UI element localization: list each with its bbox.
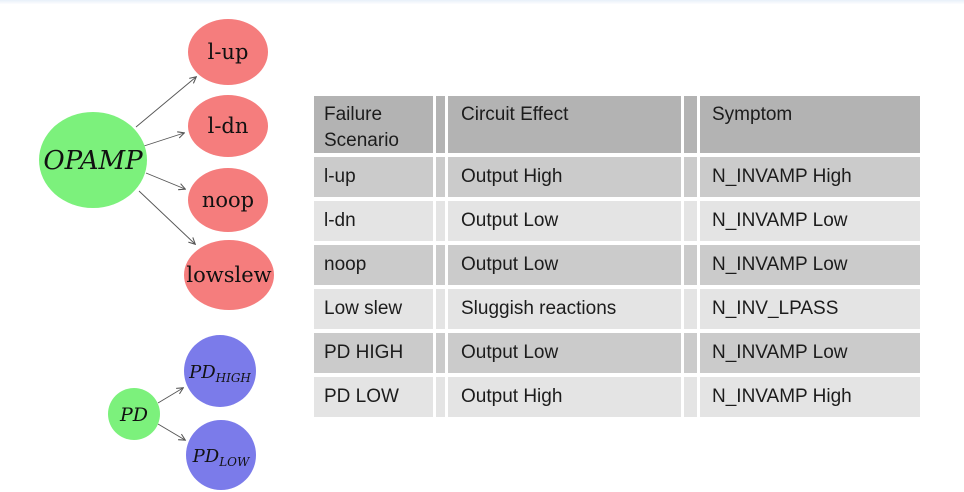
table-cell-symptom: N_INVAMP Low — [700, 245, 920, 285]
table-cell-effect: Output High — [448, 377, 681, 417]
table-cell-spacer — [436, 333, 445, 373]
table-cell-symptom: N_INVAMP Low — [700, 201, 920, 241]
table-cell-spacer — [684, 245, 697, 285]
failure-symptom-table: Failure Scenario Circuit Effect Symptom … — [314, 96, 920, 417]
arrow-opamp-ldn — [143, 133, 184, 147]
table-cell-scenario: noop — [314, 245, 433, 285]
arrow-pd-high — [157, 388, 183, 404]
ldn-node-ellipse — [188, 95, 268, 157]
table-cell-scenario: Low slew — [314, 289, 433, 329]
opamp-node-label: OPAMP — [43, 146, 143, 176]
table-cell-spacer — [436, 157, 445, 197]
table-cell-symptom: N_INVAMP High — [700, 377, 920, 417]
table-header-symptom: Symptom — [700, 96, 920, 153]
pdlow-label-main: PD — [192, 446, 220, 467]
table-cell-effect: Output Low — [448, 201, 681, 241]
pdhigh-label-main: PD — [188, 362, 216, 383]
table-cell-spacer — [684, 201, 697, 241]
table-cell-symptom: N_INVAMP Low — [700, 333, 920, 373]
table-cell-spacer — [684, 157, 697, 197]
table-cell-spacer — [436, 377, 445, 417]
table-header-failure-scenario: Failure Scenario — [314, 96, 433, 153]
table-cell-effect: Output High — [448, 157, 681, 197]
table-cell-spacer — [436, 289, 445, 329]
top-accent-line — [0, 0, 964, 4]
noop-node-ellipse — [188, 168, 268, 232]
pdlow-node-label: PDLOW — [192, 446, 251, 469]
pd-node-label: PD — [119, 404, 148, 426]
lowslew-node-label: lowslew — [186, 263, 271, 287]
pd-arrows — [157, 388, 185, 440]
arrow-opamp-noop — [145, 172, 185, 189]
fault-tree-diagram: OPAMP l-up l-dn noop lowslew PD PDHIGH P… — [39, 19, 274, 490]
table-cell-scenario: PD LOW — [314, 377, 433, 417]
table-header-spacer-1 — [436, 96, 445, 153]
table-cell-effect: Output Low — [448, 245, 681, 285]
table-cell-scenario: l-dn — [314, 201, 433, 241]
table-cell-scenario: PD HIGH — [314, 333, 433, 373]
opamp-node-ellipse — [39, 112, 147, 208]
pdlow-label-subscript: LOW — [218, 455, 251, 469]
pdhigh-node-label: PDHIGH — [188, 362, 251, 385]
table-cell-symptom: N_INVAMP High — [700, 157, 920, 197]
table-cell-spacer — [684, 377, 697, 417]
pdlow-node-circle — [186, 420, 256, 490]
pd-node-circle — [108, 388, 160, 440]
table-cell-effect: Sluggish reactions — [448, 289, 681, 329]
arrow-opamp-lowslew — [138, 190, 195, 244]
lup-node-ellipse — [188, 19, 268, 85]
lup-node-label: l-up — [208, 40, 249, 64]
noop-node-label: noop — [202, 188, 254, 212]
ldn-node-label: l-dn — [208, 114, 249, 138]
pdhigh-label-subscript: HIGH — [215, 371, 252, 385]
lowslew-node-ellipse — [184, 240, 274, 310]
arrow-opamp-lup — [135, 77, 196, 128]
table-cell-spacer — [684, 333, 697, 373]
table-cell-spacer — [684, 289, 697, 329]
table-cell-effect: Output Low — [448, 333, 681, 373]
pdhigh-node-circle — [184, 335, 256, 407]
arrow-pd-low — [157, 423, 185, 440]
table-cell-scenario: l-up — [314, 157, 433, 197]
table-header-spacer-2 — [684, 96, 697, 153]
table-header-circuit-effect: Circuit Effect — [448, 96, 681, 153]
opamp-arrows — [135, 77, 196, 244]
table-cell-symptom: N_INV_LPASS — [700, 289, 920, 329]
table-cell-spacer — [436, 245, 445, 285]
table-cell-spacer — [436, 201, 445, 241]
